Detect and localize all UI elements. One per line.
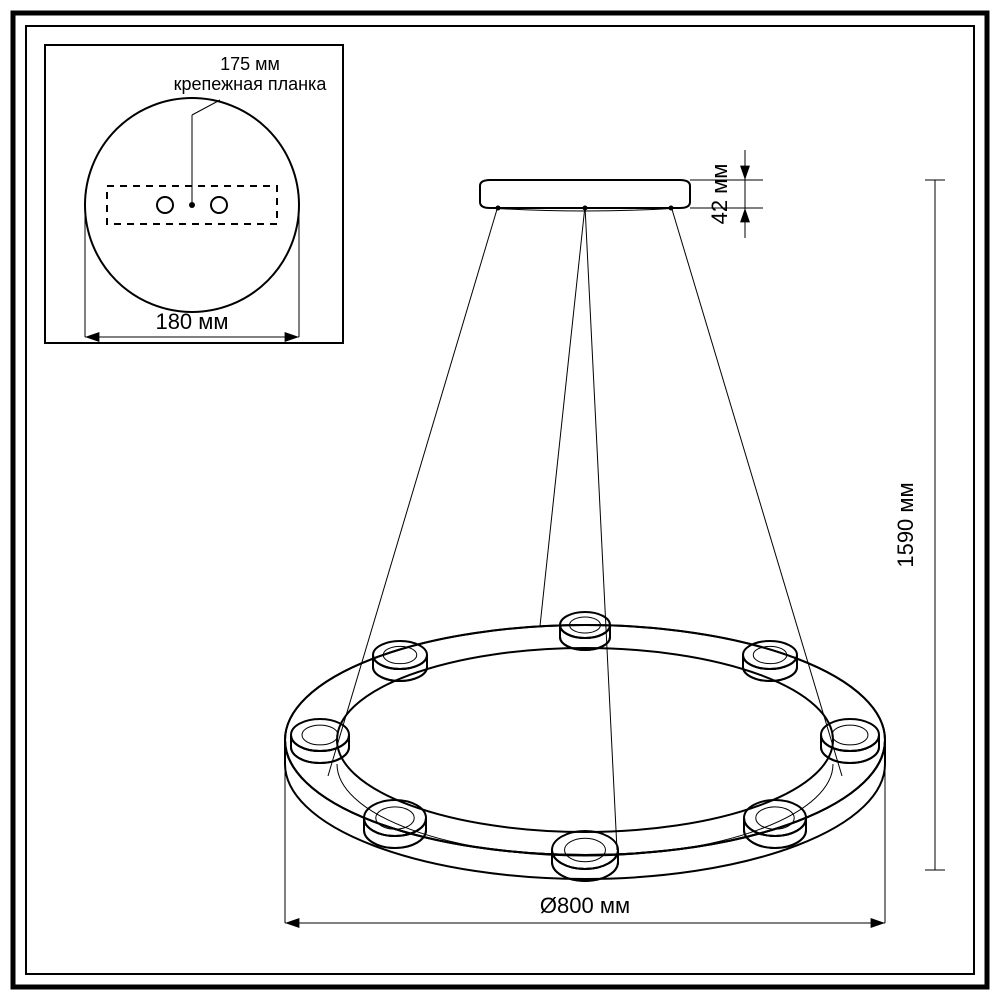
inset-dim-175: 175 мм [220,54,280,74]
inner-frame [26,26,974,974]
screw-hole-1 [211,197,227,213]
spotlight-3 [821,735,879,763]
spotlight-4 [291,735,349,763]
inset-bracket-label: крепежная планка [174,74,328,94]
ceiling-canopy [480,180,690,208]
ring-inner-top [337,648,833,832]
inset-dim-180: 180 мм [155,309,228,334]
dim-diameter: Ø800 мм [540,893,630,918]
ring-outer-side [285,740,885,879]
dim-42: 42 мм [707,164,732,225]
dim-height: 1590 мм [893,482,918,567]
screw-hole-0 [157,197,173,213]
outer-frame [13,13,987,987]
